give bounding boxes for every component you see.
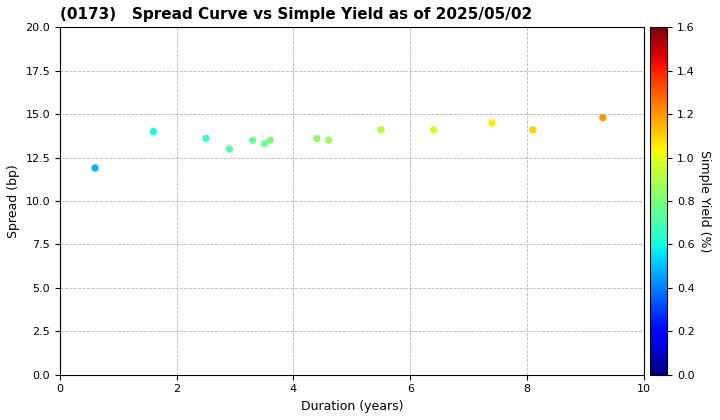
Point [200, 135, 212, 142]
Point [527, 126, 539, 133]
Point [597, 114, 608, 121]
Y-axis label: Simple Yield (%): Simple Yield (%) [698, 150, 711, 252]
Point [264, 137, 276, 144]
Point [311, 135, 323, 142]
Point [375, 126, 387, 133]
Point [223, 146, 235, 152]
Point [258, 140, 270, 147]
Point [247, 137, 258, 144]
X-axis label: Duration (years): Duration (years) [301, 400, 403, 413]
Text: (0173)   Spread Curve vs Simple Yield as of 2025/05/02: (0173) Spread Curve vs Simple Yield as o… [60, 7, 532, 22]
Y-axis label: Spread (bp): Spread (bp) [7, 164, 20, 238]
Point [89, 165, 101, 171]
Point [486, 119, 498, 126]
Point [148, 128, 159, 135]
Point [428, 126, 439, 133]
Point [323, 137, 334, 144]
